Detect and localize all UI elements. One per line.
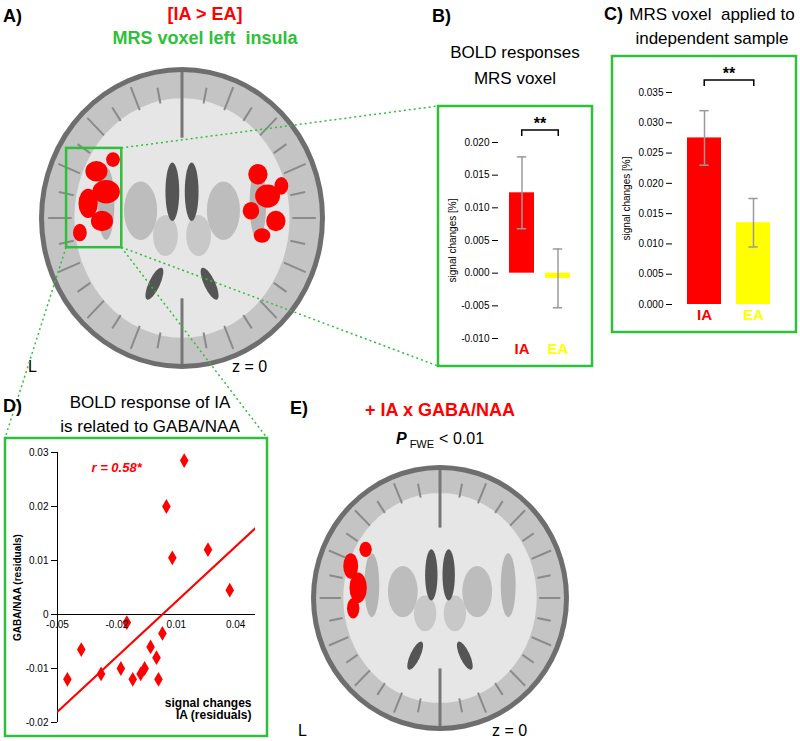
svg-text:BOLD response of IA: BOLD response of IA <box>70 393 231 412</box>
svg-text:BOLD responses: BOLD responses <box>450 43 579 62</box>
svg-text:0.04: 0.04 <box>226 619 246 630</box>
svg-text:signal changes [%]: signal changes [%] <box>447 198 458 282</box>
svg-text:0.000: 0.000 <box>638 299 663 310</box>
svg-text:0.020: 0.020 <box>464 137 489 148</box>
svg-text:GABA/NAA (residuals): GABA/NAA (residuals) <box>12 534 23 641</box>
svg-text:signal changesIA (residuals): signal changesIA (residuals) <box>165 696 252 722</box>
svg-text:A): A) <box>3 6 22 26</box>
svg-text:**: ** <box>534 115 547 132</box>
svg-text:0.035: 0.035 <box>638 87 663 98</box>
svg-text:EA: EA <box>548 340 569 357</box>
svg-text:EA: EA <box>743 306 764 323</box>
svg-text:[IA > EA]: [IA > EA] <box>168 4 243 24</box>
svg-text:0.010: 0.010 <box>638 238 663 249</box>
svg-text:L: L <box>298 722 307 739</box>
svg-text:-0.05: -0.05 <box>46 619 69 630</box>
svg-text:B): B) <box>432 6 451 26</box>
svg-text:z = 0: z = 0 <box>492 722 527 739</box>
svg-text:0.020: 0.020 <box>638 178 663 189</box>
svg-text:0.000: 0.000 <box>464 267 489 278</box>
svg-text:-0.010: -0.010 <box>461 333 490 344</box>
svg-text:IA: IA <box>697 306 712 323</box>
svg-text:**: ** <box>723 65 736 82</box>
svg-text:0.03: 0.03 <box>29 447 49 458</box>
svg-text:0.02: 0.02 <box>29 501 49 512</box>
svg-text:-0.02: -0.02 <box>106 619 129 630</box>
svg-text:0.010: 0.010 <box>464 202 489 213</box>
svg-text:0.015: 0.015 <box>638 208 663 219</box>
svg-text:MRS voxel left insula: MRS voxel left insula <box>112 28 298 48</box>
svg-text:-0.005: -0.005 <box>461 300 490 311</box>
svg-text:r = 0.58*: r = 0.58* <box>92 460 143 475</box>
svg-text:-0.02: -0.02 <box>26 717 49 728</box>
svg-text:0.030: 0.030 <box>638 117 663 128</box>
svg-text:0.005: 0.005 <box>638 268 663 279</box>
svg-text:-0.01: -0.01 <box>26 663 49 674</box>
svg-text:C): C) <box>604 4 623 24</box>
svg-text:D): D) <box>3 396 22 416</box>
svg-text:PFWE< 0.01: PFWE< 0.01 <box>396 430 484 450</box>
svg-text:0.015: 0.015 <box>464 169 489 180</box>
svg-text:IA: IA <box>515 340 530 357</box>
svg-text:E): E) <box>290 398 308 418</box>
svg-text:z = 0: z = 0 <box>232 358 267 375</box>
svg-text:0: 0 <box>42 608 49 620</box>
svg-text:0.01: 0.01 <box>29 555 49 566</box>
svg-text:0.01: 0.01 <box>167 619 187 630</box>
svg-text:0.025: 0.025 <box>638 147 663 158</box>
svg-text:+ IA x GABA/NAA: + IA x GABA/NAA <box>365 400 515 420</box>
svg-text:is related to GABA/NAA: is related to GABA/NAA <box>60 417 240 436</box>
svg-text:signal changes [%]: signal changes [%] <box>621 156 632 240</box>
svg-text:MRS voxel applied to: MRS voxel applied to <box>629 5 794 24</box>
svg-text:L: L <box>28 358 37 375</box>
svg-text:MRS voxel: MRS voxel <box>474 69 556 88</box>
svg-text:0.005: 0.005 <box>464 235 489 246</box>
svg-text:independent sample: independent sample <box>635 29 788 48</box>
